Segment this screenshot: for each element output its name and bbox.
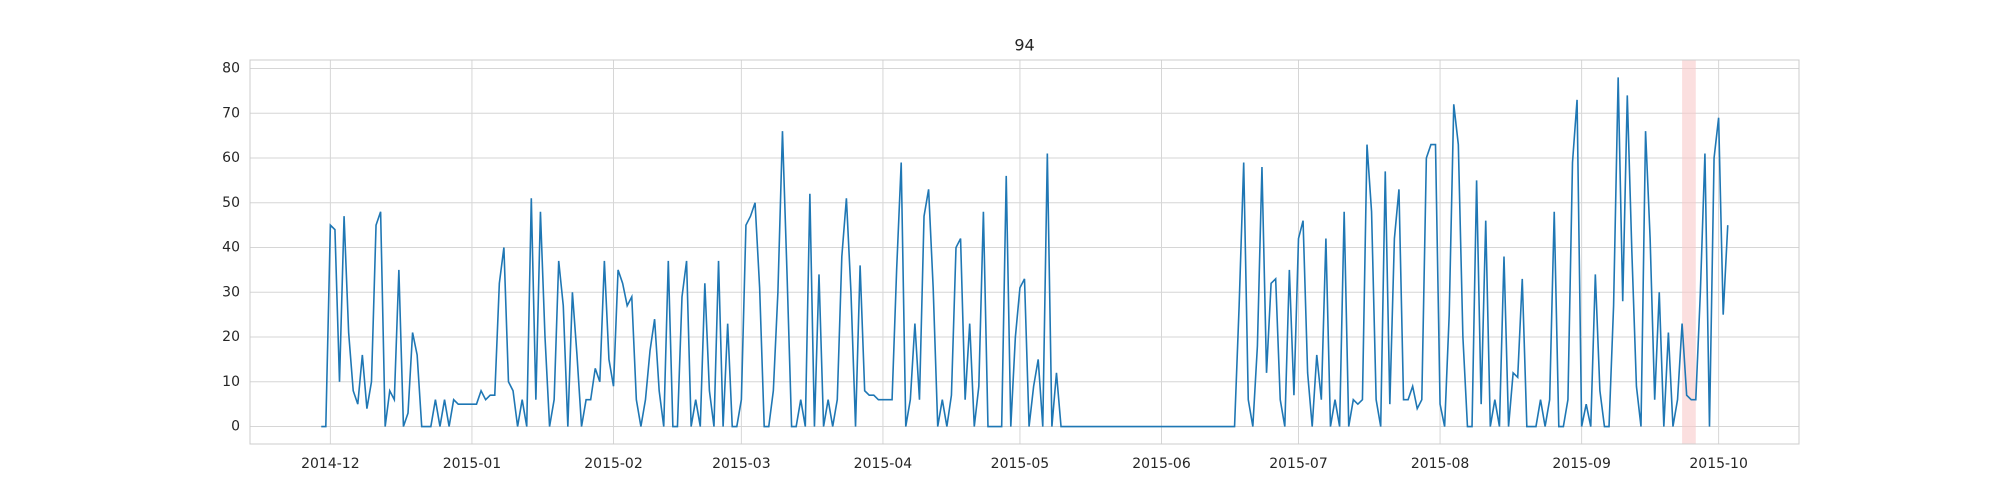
y-tick-label: 30 [222, 284, 240, 300]
y-tick-label: 40 [222, 240, 240, 256]
y-tick-label: 20 [222, 329, 240, 345]
y-tick-label: 80 [222, 61, 240, 77]
x-tick-label: 2015-06 [1132, 456, 1191, 472]
y-tick-label: 0 [231, 419, 240, 435]
x-tick-label: 2015-08 [1411, 456, 1470, 472]
x-tick-label: 2014-12 [301, 456, 360, 472]
x-tick-label: 2015-07 [1269, 456, 1328, 472]
x-tick-label: 2015-09 [1552, 456, 1611, 472]
y-tick-label: 60 [222, 150, 240, 166]
y-tick-label: 10 [222, 374, 240, 390]
x-tick-label: 2015-03 [712, 456, 771, 472]
x-tick-label: 2015-10 [1689, 456, 1748, 472]
x-tick-label: 2015-04 [854, 456, 913, 472]
data-line [321, 77, 1729, 428]
highlight-span [1682, 60, 1696, 444]
x-tick-label: 2015-02 [584, 456, 643, 472]
x-tick-label: 2015-01 [443, 456, 502, 472]
x-tick-label: 2015-05 [991, 456, 1050, 472]
plot-frame [249, 59, 1800, 445]
chart-title: 94 [1014, 36, 1034, 55]
y-tick-label: 50 [222, 195, 240, 211]
y-tick-label: 70 [222, 105, 240, 121]
